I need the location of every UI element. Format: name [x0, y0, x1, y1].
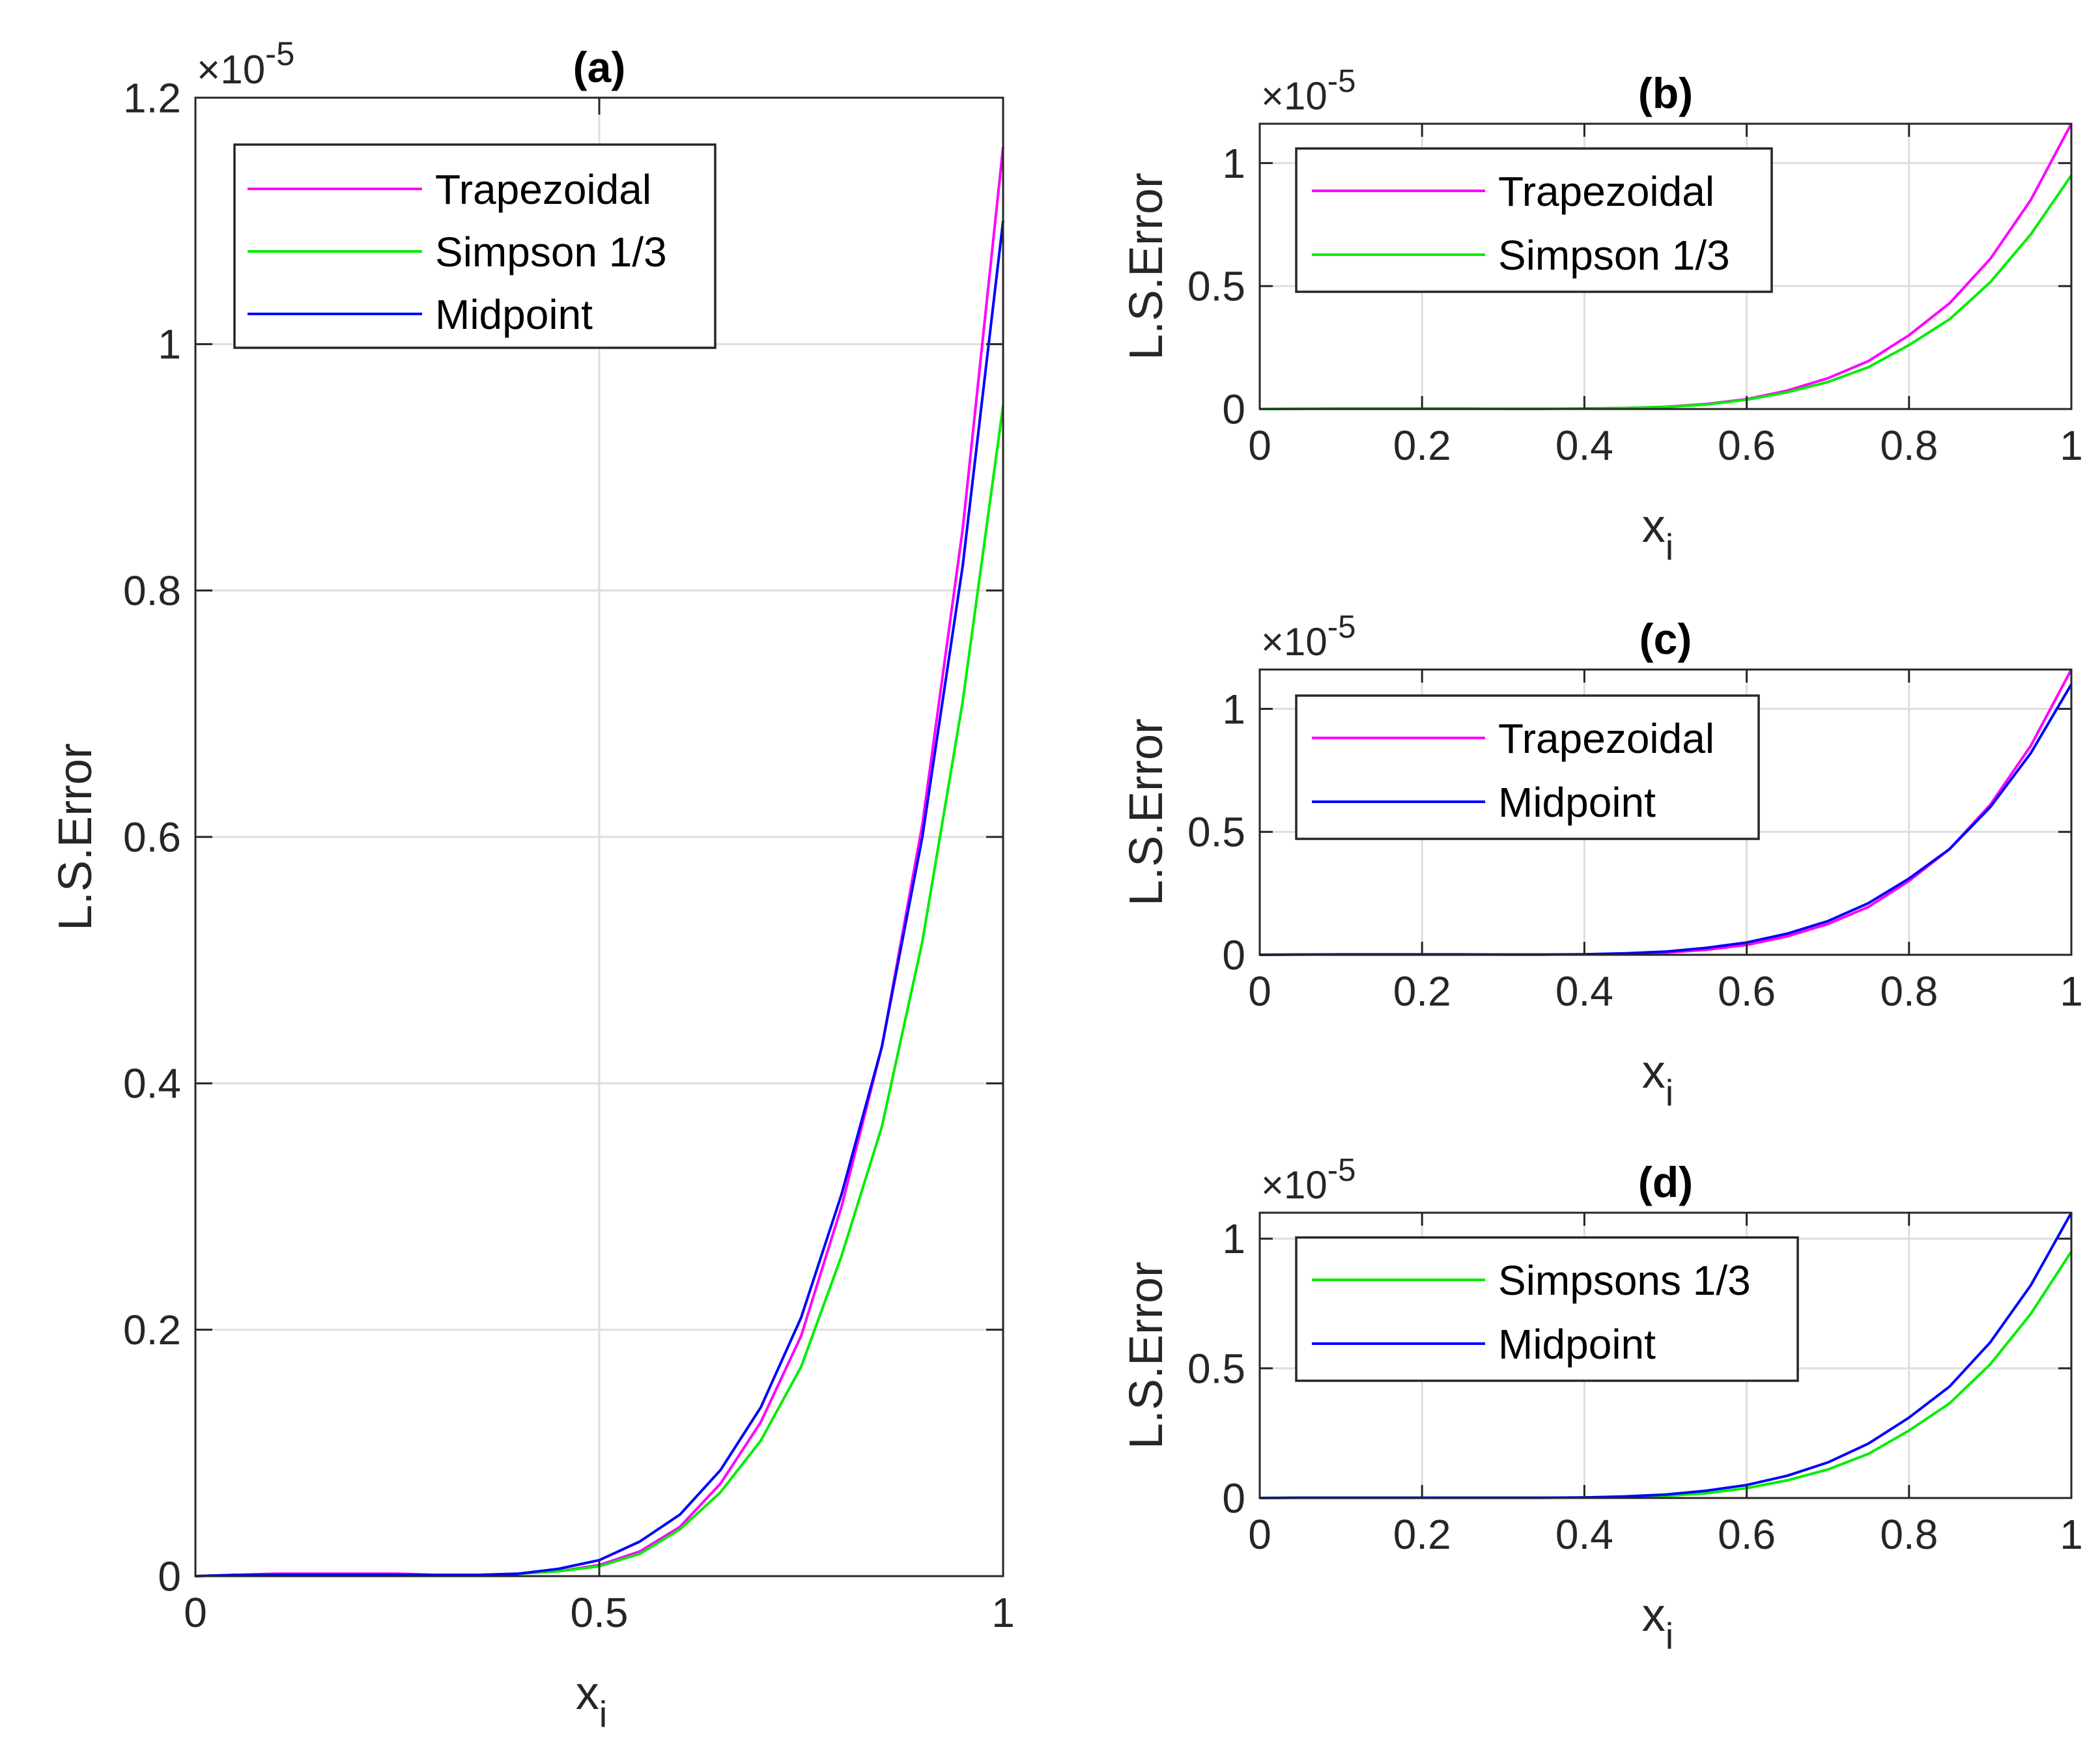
panel-title: (b)	[1638, 69, 1693, 117]
legend-box	[1295, 147, 1773, 293]
axes-box	[1258, 1211, 2073, 1499]
y-tick-label: 1	[1222, 1215, 1245, 1262]
axes-box	[1258, 668, 2073, 956]
x-tick-label: 0.4	[1555, 1511, 1613, 1558]
y-tick-label: 0.5	[1187, 809, 1245, 856]
x-tick-label: 0.2	[1393, 968, 1451, 1015]
x-tick-label: 0	[1248, 1511, 1271, 1558]
legend: Trapezoidal Simpson 1/3 Midpoint	[233, 143, 717, 349]
y-tick-label: 0.4	[123, 1060, 181, 1107]
legend-label: Midpoint	[1498, 779, 1656, 826]
x-tick-label: 1	[2060, 968, 2083, 1015]
y-axis-label: L.S.Error	[1120, 173, 1172, 360]
panel-title: (c)	[1639, 615, 1692, 663]
panel-c: 0 0.2 0.4 0.6 0.8 1 0 0.5 1 ×10-5 (c) xi L.S.Error Tr…	[1120, 609, 2083, 1113]
x-tick-label: 0.6	[1718, 422, 1776, 469]
legend: Trapezoidal Midpoint	[1295, 694, 1760, 840]
x-tick-label: 1	[991, 1589, 1015, 1636]
y-exponent-label: ×10-5	[197, 35, 294, 92]
legend-box	[1295, 1236, 1799, 1382]
y-tick-label: 0	[1222, 386, 1245, 432]
legend-label: Trapezoidal	[1498, 715, 1714, 762]
panel-a: 0 0.5 1 0 0.2 0.4 0.6 0.8 1 1.2 ×10-5 (a) xi L.S.Erro…	[50, 35, 1015, 1734]
y-tick-label: 0.8	[123, 567, 181, 614]
x-tick-label: 0.4	[1555, 968, 1613, 1015]
legend-label: Simpsons 1/3	[1498, 1257, 1751, 1304]
x-tick-label: 1	[2060, 1511, 2083, 1558]
x-axis-label: xi	[576, 1667, 607, 1734]
legend-label: Midpoint	[1498, 1321, 1656, 1368]
y-tick-label: 0.5	[1187, 1345, 1245, 1392]
x-tick-label: 0.6	[1718, 968, 1776, 1015]
y-exponent-label: ×10-5	[1261, 609, 1356, 664]
legend-label: Trapezoidal	[1498, 168, 1714, 215]
axes-box	[1258, 122, 2073, 410]
x-tick-label: 0.2	[1393, 1511, 1451, 1558]
panel-d: 0 0.2 0.4 0.6 0.8 1 0 0.5 1 ×10-5 (d) xi L.S.Error Si…	[1120, 1152, 2083, 1656]
x-tick-label: 0.4	[1555, 422, 1613, 469]
y-tick-label: 0.2	[123, 1307, 181, 1353]
legend-label: Midpoint	[435, 291, 593, 338]
legend: Trapezoidal Simpson 1/3	[1295, 147, 1773, 293]
y-tick-label: 1	[158, 321, 181, 368]
y-tick-label: 1	[1222, 686, 1245, 733]
x-tick-label: 0.2	[1393, 422, 1451, 469]
legend: Simpsons 1/3 Midpoint	[1295, 1236, 1799, 1382]
y-tick-label: 0	[1222, 1475, 1245, 1521]
legend-box	[1295, 694, 1760, 840]
y-exponent-label: ×10-5	[1261, 1152, 1356, 1207]
y-tick-label: 1.2	[123, 74, 181, 121]
x-axis-label: xi	[1642, 1589, 1673, 1656]
panel-title: (d)	[1638, 1158, 1693, 1206]
x-tick-label: 0.8	[1880, 968, 1938, 1015]
x-tick-label: 0	[1248, 422, 1271, 469]
y-tick-label: 1	[1222, 140, 1245, 187]
panel-title: (a)	[573, 43, 626, 91]
x-tick-label: 0.8	[1880, 1511, 1938, 1558]
x-axis-label: xi	[1642, 1046, 1673, 1113]
x-tick-label: 0.8	[1880, 422, 1938, 469]
y-tick-label: 0	[158, 1553, 181, 1600]
y-tick-label: 0.5	[1187, 263, 1245, 310]
legend-label: Simpson 1/3	[435, 229, 667, 276]
x-tick-label: 0.6	[1718, 1511, 1776, 1558]
legend-label: Simpson 1/3	[1498, 232, 1730, 279]
x-tick-label: 1	[2060, 422, 2083, 469]
x-tick-label: 0	[1248, 968, 1271, 1015]
y-axis-label: L.S.Error	[50, 743, 102, 931]
y-exponent-label: ×10-5	[1261, 63, 1356, 118]
y-tick-label: 0	[1222, 931, 1245, 978]
y-tick-label: 0.6	[123, 813, 181, 860]
y-axis-label: L.S.Error	[1120, 1262, 1172, 1449]
x-tick-label: 0.5	[571, 1589, 629, 1636]
y-axis-label: L.S.Error	[1120, 718, 1172, 906]
x-axis-label: xi	[1642, 500, 1673, 567]
panel-b: 0 0.2 0.4 0.6 0.8 1 0 0.5 1 ×10-5 (b) xi L.S.Error Tr…	[1120, 63, 2083, 567]
x-tick-label: 0	[184, 1589, 207, 1636]
legend-label: Trapezoidal	[435, 166, 651, 213]
